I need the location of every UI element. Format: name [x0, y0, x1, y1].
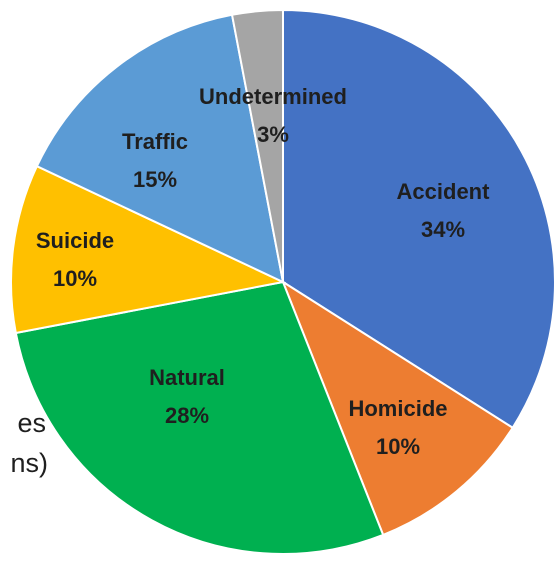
slice-value: 3% [257, 122, 289, 147]
slice-label: Homicide [348, 396, 447, 421]
slice-label: Natural [149, 365, 225, 390]
pie-slice [230, 8, 284, 283]
pie-slice [282, 8, 555, 430]
annotation: ns) [10, 448, 48, 478]
annotation: es [17, 408, 46, 438]
pie-slice [14, 280, 385, 555]
slice-value: 28% [165, 403, 209, 428]
pie-slice [35, 13, 285, 284]
pie-slice [10, 164, 287, 335]
slice-value: 34% [421, 217, 465, 242]
pie-slice [280, 279, 515, 537]
slice-label: Suicide [36, 228, 114, 253]
slice-value: 10% [376, 434, 420, 459]
slice-value: 10% [53, 266, 97, 291]
slice-label: Accident [397, 179, 491, 204]
slice-value: 15% [133, 167, 177, 192]
slice-label: Undetermined [199, 84, 347, 109]
slice-label: Traffic [122, 129, 188, 154]
